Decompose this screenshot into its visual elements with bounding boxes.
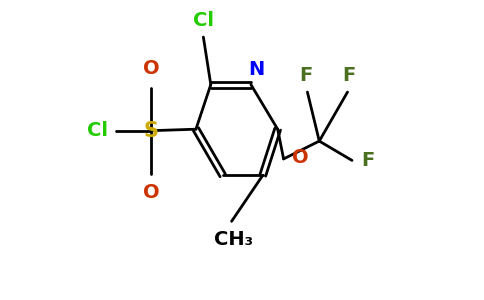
Text: F: F: [299, 66, 313, 85]
Text: F: F: [342, 66, 356, 85]
Text: F: F: [361, 151, 374, 170]
Text: O: O: [143, 59, 160, 78]
Text: Cl: Cl: [193, 11, 214, 30]
Text: O: O: [143, 183, 160, 202]
Text: CH₃: CH₃: [213, 230, 253, 249]
Text: O: O: [292, 148, 309, 167]
Text: Cl: Cl: [87, 121, 108, 140]
Text: N: N: [249, 60, 265, 79]
Text: S: S: [144, 121, 159, 141]
